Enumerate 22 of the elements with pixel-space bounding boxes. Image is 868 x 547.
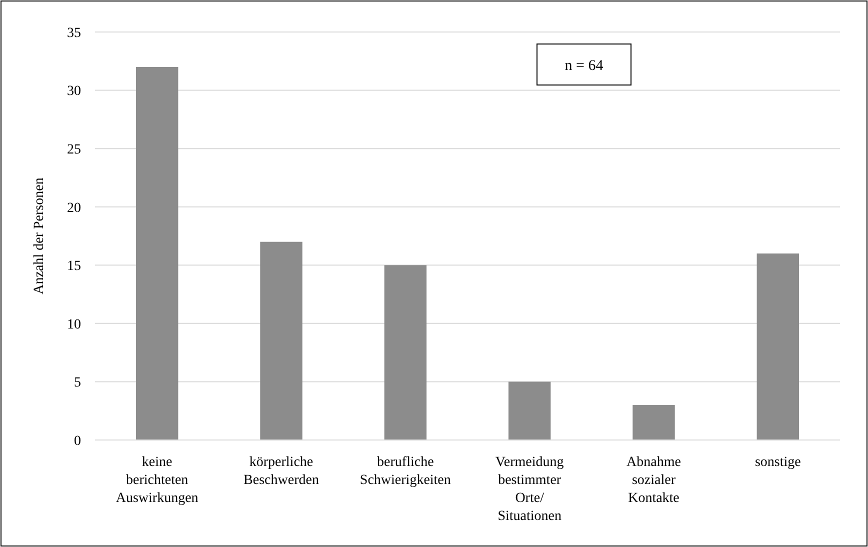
bar bbox=[260, 242, 302, 440]
y-tick-label: 35 bbox=[67, 26, 81, 41]
y-tick-label: 25 bbox=[67, 142, 81, 158]
bar bbox=[632, 405, 675, 440]
bar bbox=[384, 265, 427, 440]
y-tick-label: 10 bbox=[67, 317, 81, 332]
x-tick-label: keine berichteten Auswirkungen bbox=[116, 455, 198, 506]
y-tick-label: 5 bbox=[74, 376, 81, 391]
bar bbox=[756, 253, 800, 440]
x-tick-label: Vermeidung bestimmter Orte/Situationen bbox=[495, 455, 564, 524]
bar bbox=[136, 66, 178, 440]
y-tick-label: 15 bbox=[67, 259, 81, 274]
x-tick-label: körperliche Beschwerden bbox=[244, 455, 319, 488]
y-tick-label: 30 bbox=[67, 84, 81, 100]
bar bbox=[508, 382, 551, 440]
x-tick-label: berufliche Schwierigkeiten bbox=[360, 455, 451, 488]
y-tick-label: 20 bbox=[67, 200, 81, 216]
annotation: n = 64 bbox=[564, 58, 604, 74]
x-tick-label: sonstige bbox=[754, 455, 801, 470]
x-tick-label: Abnahme sozialer Kontakte bbox=[626, 455, 681, 506]
y-axis-title: Anzahl der Personen bbox=[32, 178, 47, 294]
y-tick-label: 0 bbox=[74, 434, 81, 449]
